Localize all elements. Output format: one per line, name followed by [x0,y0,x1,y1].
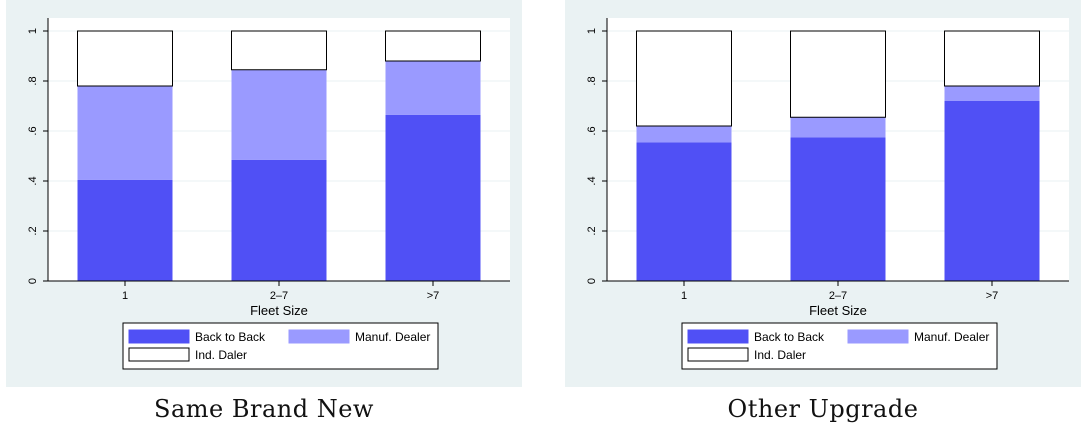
chart-panel-other-upgrade: 1 2–7 >7 0 .2 .4 .6 .8 1 Fleet Size Back to Back Ma… [565,0,1081,387]
x-tick-label: >7 [427,290,440,302]
bar-manuf-dealer [790,117,886,138]
y-tick-label: .6 [27,126,39,135]
chart-panel-same-brand-new: 1 2–7 >7 0 .2 .4 .6 .8 1 Fleet Size Back to Back Ma… [6,0,522,387]
legend: Back to Back Manuf. Dealer Ind. Daler [122,322,439,370]
y-tick-label: 1 [27,28,39,34]
legend-label: Ind. Daler [754,348,806,362]
bar-ind-daler [636,30,732,127]
legend: Back to Back Manuf. Dealer Ind. Daler [681,322,998,370]
legend-swatch [288,329,350,344]
x-tick-label: 1 [122,290,128,302]
bar-ind-daler [231,30,327,71]
bar-back-to-back [636,142,732,281]
x-tick-label: >7 [986,290,999,302]
bar-ind-daler [944,30,1040,87]
y-tick-label: 0 [586,278,598,284]
bar-back-to-back [231,159,327,281]
bar-back-to-back [790,137,886,281]
legend-label: Manuf. Dealer [914,330,989,344]
bar-manuf-dealer [77,86,173,180]
bar-manuf-dealer [636,126,732,143]
bar-back-to-back [77,179,173,281]
bar-back-to-back [385,114,481,281]
chart-caption: Same Brand New [154,395,374,423]
stacked-bar-chart: 1 2–7 >7 0 .2 .4 .6 .8 1 Fleet Size Back to Back Ma… [6,0,522,387]
x-tick-label: 2–7 [270,290,288,302]
legend-label: Back to Back [754,330,825,344]
stacked-bar-chart: 1 2–7 >7 0 .2 .4 .6 .8 1 Fleet Size Back to Back Ma… [565,0,1081,387]
legend-swatch [687,329,749,344]
legend-label: Ind. Daler [195,348,247,362]
legend-swatch [687,347,749,362]
y-tick-label: .4 [586,176,598,185]
bar-ind-daler [790,30,886,118]
y-tick-label: 1 [586,28,598,34]
x-tick-label: 1 [681,290,687,302]
legend-label: Back to Back [195,330,266,344]
y-tick-label: .6 [586,126,598,135]
legend-swatch [847,329,909,344]
y-tick-label: .8 [27,76,39,85]
chart-caption: Other Upgrade [727,395,919,423]
x-axis-label: Fleet Size [809,303,867,318]
y-tick-label: .2 [586,226,598,235]
legend-swatch [128,347,190,362]
x-axis-label: Fleet Size [250,303,308,318]
legend-label: Manuf. Dealer [355,330,430,344]
legend-swatch [128,329,190,344]
y-tick-label: .2 [27,226,39,235]
y-tick-label: 0 [27,278,39,284]
bar-manuf-dealer [385,61,481,115]
bar-back-to-back [944,101,1040,281]
bar-manuf-dealer [944,86,1040,101]
bar-ind-daler [385,30,481,62]
y-tick-label: .4 [27,176,39,185]
x-tick-label: 2–7 [829,290,847,302]
bar-ind-daler [77,30,173,87]
y-tick-label: .8 [586,76,598,85]
bar-manuf-dealer [231,69,327,160]
